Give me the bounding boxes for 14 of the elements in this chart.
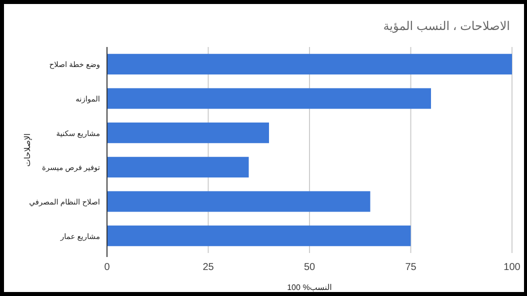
x-tick-label: 75 (405, 262, 417, 273)
bar (107, 122, 269, 144)
chart-title: الاصلاحات ، النسب المؤية (383, 19, 510, 33)
x-tick-label: 50 (304, 262, 316, 273)
x-tick-label: 100 (504, 262, 521, 273)
y-axis-title: الإصلاحات (23, 133, 32, 167)
x-tick-label: 25 (202, 262, 214, 273)
bar (107, 156, 249, 178)
bar (107, 88, 431, 109)
x-axis-title: النسب% 100 (287, 283, 332, 292)
x-tick-label: 0 (104, 262, 110, 273)
bar (107, 191, 370, 212)
bar (107, 226, 411, 246)
bar (107, 54, 512, 74)
